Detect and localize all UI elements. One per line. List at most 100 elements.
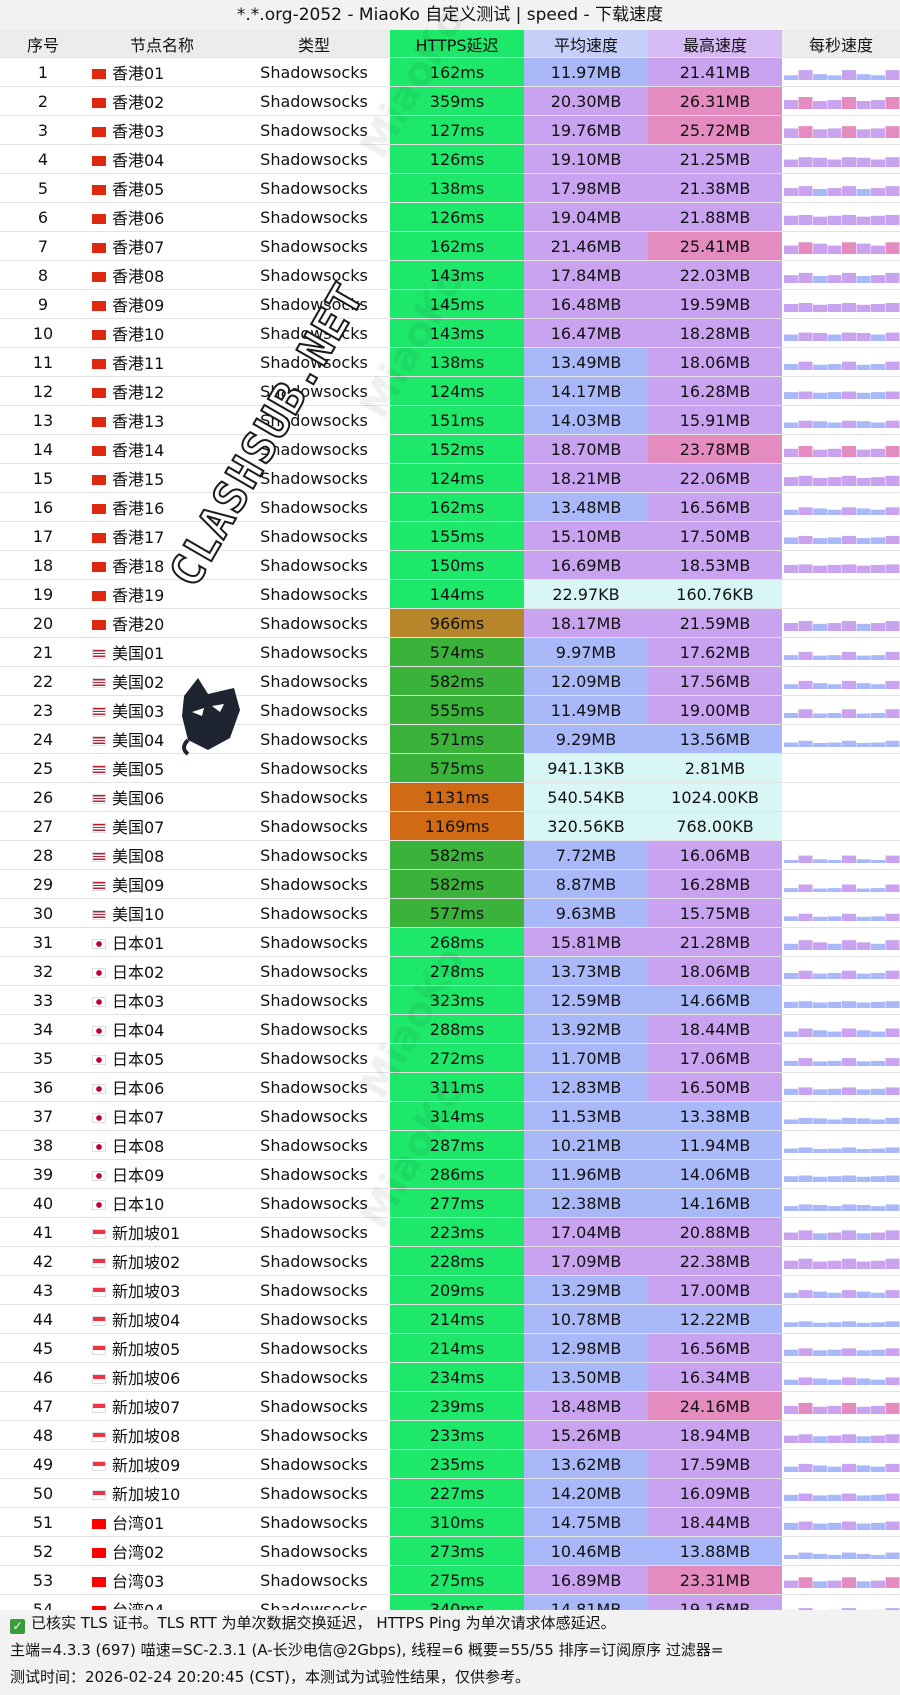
sparkline-bar — [784, 509, 798, 515]
row-index: 26 — [32, 787, 54, 807]
row-index: 39 — [32, 1164, 54, 1184]
node-name: 新加坡09 — [112, 1456, 181, 1475]
sparkline-bar — [871, 1322, 885, 1327]
speed-sparkline — [784, 1087, 900, 1095]
https-latency: 152ms — [390, 434, 524, 464]
row-index: 45 — [32, 1338, 54, 1358]
https-latency: 145ms — [390, 289, 524, 319]
node-name: 美国08 — [112, 847, 165, 866]
table-row: 9 香港09 Shadowsocks 145ms 16.48MB 19.59MB — [0, 289, 900, 319]
sparkline-bar — [842, 97, 856, 109]
node-name-cell: 新加坡09 — [86, 1450, 238, 1479]
max-speed: 16.28MB — [648, 869, 782, 899]
node-name-cell: 日本03 — [86, 986, 238, 1015]
node-name: 美国05 — [112, 760, 165, 779]
sparkline-bar — [842, 740, 856, 747]
table-row: 40 日本10 Shadowsocks 277ms 12.38MB 14.16MB — [0, 1188, 900, 1218]
node-name: 日本03 — [112, 992, 165, 1011]
per-second-speed-chart — [782, 1102, 900, 1131]
max-speed: 16.50MB — [648, 1072, 782, 1102]
max-speed: 17.00MB — [648, 1275, 782, 1305]
per-second-speed-chart — [782, 841, 900, 870]
sparkline-bar — [784, 422, 798, 428]
sparkline-bar — [798, 446, 813, 457]
speed-sparkline — [782, 754, 900, 782]
node-name-cell: 日本09 — [86, 1160, 238, 1189]
sparkline-bar — [827, 1405, 842, 1414]
https-latency: 214ms — [390, 1333, 524, 1363]
sparkline-bar — [798, 1258, 813, 1269]
speed-sparkline — [784, 507, 900, 515]
sparkline-bar — [842, 1348, 856, 1356]
node-type: Shadowsocks — [260, 1512, 368, 1532]
node-type: Shadowsocks — [260, 1222, 368, 1242]
sparkline-bar — [856, 478, 871, 486]
per-second-speed-chart — [782, 435, 900, 464]
sparkline-bar — [798, 507, 813, 515]
https-latency: 288ms — [390, 1014, 524, 1044]
per-second-speed-chart — [782, 1247, 900, 1276]
node-type: Shadowsocks — [260, 1425, 368, 1445]
sparkline-bar — [784, 334, 798, 341]
per-second-speed-chart — [782, 406, 900, 435]
sparkline-bar — [871, 1379, 885, 1385]
node-name: 香港11 — [112, 354, 165, 373]
node-type: Shadowsocks — [260, 1106, 368, 1126]
sparkline-bar — [798, 1230, 813, 1240]
jp-flag-icon — [92, 997, 106, 1007]
sparkline-bar — [842, 1204, 856, 1211]
sparkline-bar — [784, 1522, 798, 1530]
sg-flag-icon — [92, 1345, 106, 1355]
node-type: Shadowsocks — [260, 961, 368, 981]
max-speed: 17.59MB — [648, 1449, 782, 1479]
avg-speed: 19.10MB — [524, 144, 648, 174]
sparkline-bar — [784, 623, 798, 631]
sparkline-bar — [827, 275, 842, 283]
max-speed: 17.06MB — [648, 1043, 782, 1073]
node-type: Shadowsocks — [260, 729, 368, 749]
node-type: Shadowsocks — [260, 265, 368, 285]
node-name-cell: 香港08 — [86, 261, 238, 290]
speed-sparkline — [784, 391, 900, 399]
sparkline-bar — [798, 709, 813, 718]
node-name: 美国03 — [112, 702, 165, 721]
per-second-speed-chart — [782, 580, 900, 609]
sparkline-bar — [871, 1176, 885, 1182]
per-second-speed-chart — [782, 319, 900, 348]
node-type: Shadowsocks — [260, 642, 368, 662]
row-index: 12 — [32, 381, 54, 401]
per-second-speed-chart — [782, 116, 900, 145]
node-name-cell: 香港09 — [86, 290, 238, 319]
sparkline-bar — [871, 1260, 885, 1269]
row-index: 35 — [32, 1048, 54, 1068]
sg-flag-icon — [92, 1490, 106, 1500]
node-type: Shadowsocks — [260, 758, 368, 778]
speed-sparkline — [784, 740, 900, 747]
node-type: Shadowsocks — [260, 555, 368, 575]
sparkline-bar — [784, 1580, 798, 1588]
sparkline-bar — [885, 564, 900, 573]
sparkline-bar — [871, 1031, 885, 1037]
sparkline-bar — [842, 1521, 856, 1530]
sparkline-bar — [871, 477, 885, 486]
node-type: Shadowsocks — [260, 1483, 368, 1503]
sparkline-bar — [798, 475, 813, 486]
sparkline-bar — [813, 157, 827, 167]
sparkline-bar — [856, 1291, 871, 1298]
speed-sparkline — [784, 1058, 900, 1066]
table-row: 42 新加坡02 Shadowsocks 228ms 17.09MB 22.38MB — [0, 1246, 900, 1276]
https-latency: 577ms — [390, 898, 524, 928]
https-latency: 268ms — [390, 927, 524, 957]
sparkline-bar — [784, 1379, 798, 1385]
sparkline-bar — [871, 1349, 885, 1356]
sparkline-bar — [827, 1232, 842, 1240]
sparkline-bar — [885, 1258, 900, 1269]
row-index: 22 — [32, 671, 54, 691]
sparkline-bar — [813, 276, 827, 283]
sparkline-bar — [813, 973, 827, 979]
speed-sparkline — [784, 940, 900, 950]
node-name-cell: 香港17 — [86, 522, 238, 551]
sparkline-bar — [871, 1405, 885, 1414]
node-name-cell: 香港10 — [86, 319, 238, 348]
speed-sparkline — [784, 157, 900, 167]
